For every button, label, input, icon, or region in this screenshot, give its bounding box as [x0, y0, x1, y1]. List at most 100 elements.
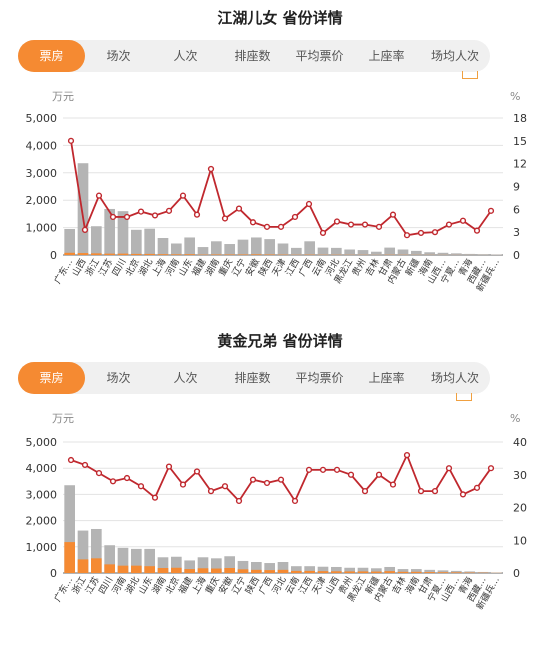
tab-admissions-2[interactable]: 人次 [173, 371, 198, 385]
bar-sub [424, 572, 435, 573]
line-point [333, 218, 341, 225]
line-point [207, 488, 215, 495]
line-point [291, 497, 299, 505]
line-point [347, 221, 355, 228]
bar-sub [411, 571, 422, 573]
line-point [333, 466, 341, 473]
line-point [151, 212, 159, 219]
bar-sub [224, 568, 235, 573]
bar-sub [171, 567, 182, 573]
line-point [249, 219, 257, 226]
line-point [109, 478, 117, 485]
tab-occupancy-1[interactable]: 上座率 [368, 49, 405, 63]
line-point [81, 461, 89, 469]
tab-admissions-1[interactable]: 人次 [173, 49, 198, 63]
bar-sub [291, 570, 302, 573]
bar [464, 571, 475, 573]
tab-box-office-2[interactable]: 票房 [18, 362, 85, 394]
tab-seats-1[interactable]: 排座数 [234, 49, 271, 63]
line-point [361, 221, 369, 228]
bar [451, 570, 462, 573]
bar [331, 247, 342, 255]
tab-avg-attendance-2[interactable]: 场均人次 [430, 371, 479, 385]
bar-sub [104, 564, 115, 573]
bar [144, 228, 155, 255]
bar [157, 238, 169, 255]
chart-title-2: 黄金兄弟 省份详情 [217, 332, 343, 350]
bar [344, 567, 355, 573]
line-point [193, 211, 201, 218]
bar [104, 545, 115, 573]
tab-box-office-1[interactable]: 票房 [18, 40, 85, 72]
bar-sub [91, 558, 102, 573]
line-point [417, 229, 425, 237]
bar-sub [184, 569, 195, 573]
bar-sub [184, 254, 195, 255]
bar-sub [264, 570, 275, 573]
tab-seats-2[interactable]: 排座数 [234, 371, 271, 385]
tab-avg-price-1[interactable]: 平均票价 [295, 49, 344, 63]
bar-sub [251, 569, 262, 573]
line-point [95, 470, 103, 477]
line-point [487, 465, 495, 472]
bar [64, 485, 75, 573]
bar [317, 566, 329, 573]
bar-sub [317, 571, 329, 573]
y-tick-label-right: 12 [513, 158, 527, 171]
bar [291, 247, 302, 255]
line-point [361, 488, 369, 495]
tab-screenings-2[interactable]: 场次 [106, 371, 131, 385]
line-point [221, 483, 229, 490]
line-point [431, 488, 439, 495]
bar [77, 530, 89, 573]
bar-sub [171, 254, 182, 255]
y-tick-label-left: 5,000 [26, 436, 58, 449]
bar [491, 572, 502, 573]
bar [104, 208, 115, 255]
line-point [389, 211, 397, 218]
y-tick-label-right: 10 [513, 534, 527, 547]
tab-occupancy-2[interactable]: 上座率 [368, 371, 405, 385]
line-point [291, 213, 299, 221]
line-point [319, 466, 327, 473]
tab-avg-price-2[interactable]: 平均票价 [295, 371, 344, 385]
bar [304, 566, 315, 573]
bar [224, 244, 235, 255]
bar [171, 556, 182, 573]
bar [371, 251, 382, 255]
bar-sub [77, 253, 89, 255]
line-point [445, 221, 453, 228]
line-point [403, 451, 411, 459]
bar [411, 569, 422, 573]
line-point [193, 468, 201, 475]
bar-sub [277, 569, 289, 573]
bar [184, 560, 195, 573]
bar-sub [117, 253, 129, 255]
bar-sub [91, 253, 102, 255]
bar [211, 241, 222, 255]
tab-avg-attendance-1[interactable]: 场均人次 [430, 49, 479, 63]
bar [371, 568, 382, 573]
bar [224, 556, 235, 573]
bar [317, 247, 329, 255]
bar-sub [437, 572, 449, 573]
bar-sub [104, 253, 115, 255]
y-tick-label-right: 40 [513, 436, 527, 449]
bar-sub [211, 254, 222, 255]
line-point [263, 223, 271, 230]
tab-screenings-1[interactable]: 场次 [106, 49, 131, 63]
line-point [375, 471, 383, 478]
line-point [179, 481, 187, 488]
line-point [123, 474, 131, 482]
y-tick-label-right: 6 [513, 203, 520, 216]
line-point [207, 165, 215, 173]
bar-sub [64, 252, 75, 255]
y-tick-label-right: 15 [513, 135, 527, 148]
y-tick-label-left: 1,000 [26, 222, 58, 235]
tab-bar-2: 票房 场次 人次 排座数 平均票价 上座率 场均人次 [18, 362, 490, 394]
bar-sub [331, 571, 342, 573]
line-point [151, 494, 159, 501]
bar [237, 560, 249, 573]
bar [424, 252, 435, 255]
y-tick-label-right: 18 [513, 112, 527, 125]
